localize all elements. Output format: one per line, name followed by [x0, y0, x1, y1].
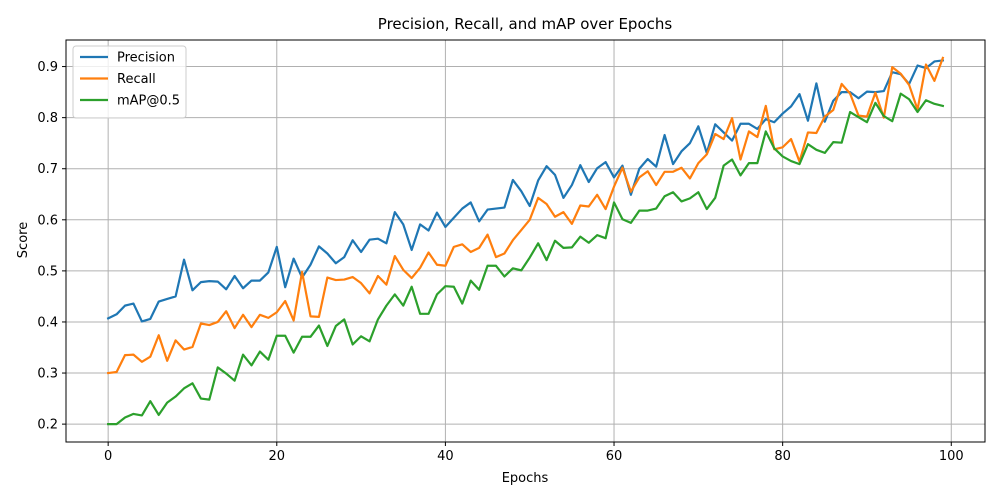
x-tick-label: 20 — [269, 449, 286, 464]
x-tick-label: 0 — [104, 449, 112, 464]
series-line-precision — [106, 59, 945, 323]
plot-frame — [65, 39, 986, 443]
y-axis-ticks: 0.2 0.3 0.4 0.5 0.6 0.7 0.8 0.9 — [37, 60, 66, 433]
y-tick-label: 0.9 — [37, 60, 58, 75]
y-tick-label: 0.8 — [37, 111, 58, 126]
legend-label: Precision — [117, 51, 175, 66]
y-tick-label: 0.6 — [37, 213, 58, 228]
legend: Precision Recall mAP@0.5 — [72, 45, 187, 119]
y-tick-label: 0.3 — [37, 367, 58, 382]
legend-label: mAP@0.5 — [117, 94, 180, 109]
y-axis-label: Score — [16, 222, 31, 258]
series-line-map-0-5 — [107, 92, 945, 426]
y-tick-label: 0.4 — [37, 315, 58, 330]
y-tick-label: 0.7 — [37, 162, 58, 177]
x-tick-label: 60 — [606, 449, 623, 464]
grid — [66, 40, 985, 442]
x-axis-ticks: 0 20 40 60 80 100 — [104, 442, 964, 464]
plot-background — [66, 40, 985, 442]
x-tick-label: 80 — [774, 449, 791, 464]
y-tick-label: 0.5 — [37, 264, 58, 279]
x-tick-label: 40 — [437, 449, 454, 464]
x-tick-label: 100 — [939, 449, 964, 464]
chart-title: Precision, Recall, and mAP over Epochs — [378, 15, 673, 33]
y-tick-label: 0.2 — [37, 418, 58, 433]
legend-label: Recall — [117, 72, 156, 87]
series-line-recall — [106, 56, 945, 375]
x-axis-label: Epochs — [502, 471, 549, 486]
series-lines — [106, 56, 945, 426]
